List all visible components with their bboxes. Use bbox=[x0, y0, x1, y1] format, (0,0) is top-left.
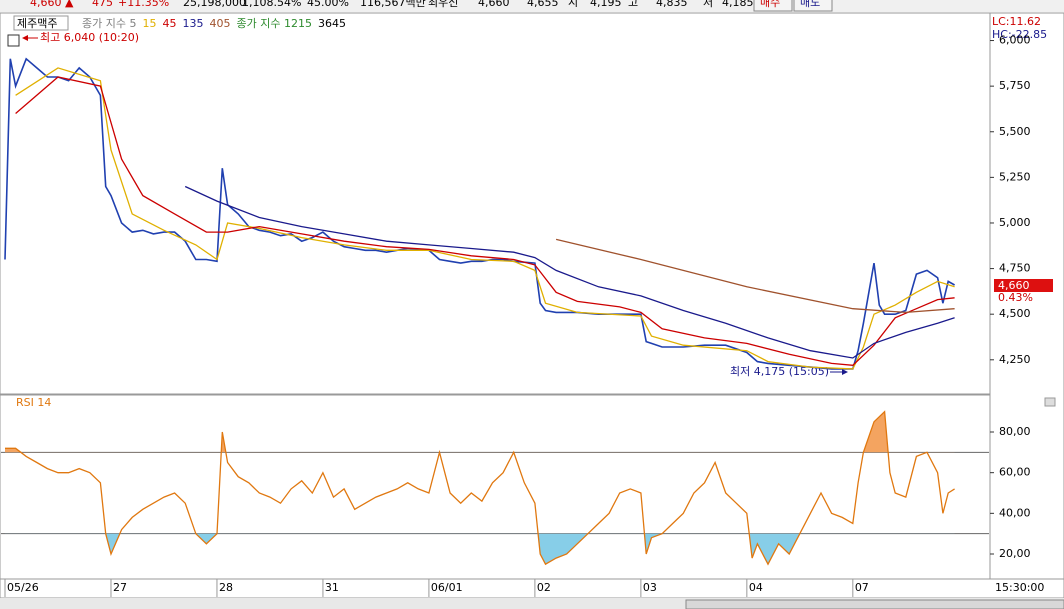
hc-label: HC:-22.85 bbox=[992, 28, 1047, 41]
x-tick-label: 28 bbox=[219, 581, 233, 594]
series-line bbox=[15, 76, 955, 366]
series-line bbox=[184, 185, 955, 359]
series-line bbox=[555, 238, 955, 314]
lc-label: LC:11.62 bbox=[992, 15, 1041, 28]
low-annotation: 최저 4,175 (15:05) bbox=[730, 365, 829, 378]
header-item: 1,108.54% bbox=[242, 0, 301, 9]
table-icon[interactable] bbox=[7, 34, 20, 47]
y-tick-label: 20,00 bbox=[999, 547, 1031, 560]
x-tick-label: 27 bbox=[113, 581, 127, 594]
y-tick-label: 80,00 bbox=[999, 425, 1031, 438]
header-item: 45.00% bbox=[307, 0, 349, 9]
header-item: +11.35% bbox=[118, 0, 169, 9]
header-item: 고 bbox=[628, 0, 638, 9]
y-tick-label: 4,750 bbox=[999, 262, 1031, 275]
header-button-label[interactable]: 매도 bbox=[800, 0, 820, 9]
y-tick-label: 6,000 bbox=[999, 34, 1031, 47]
x-tick-label: 02 bbox=[537, 581, 551, 594]
legend-entry: 3645 bbox=[318, 17, 346, 30]
header-button[interactable] bbox=[793, 0, 833, 12]
high-annotation: 최고 6,040 (10:20) bbox=[40, 31, 139, 44]
x-tick-label: 06/01 bbox=[431, 581, 463, 594]
change-pct: 0.43% bbox=[998, 291, 1033, 304]
x-tick-label: 05/26 bbox=[7, 581, 39, 594]
header-item: 시 bbox=[568, 0, 578, 9]
header-item: 저 bbox=[703, 0, 713, 9]
y-tick-label: 5,750 bbox=[999, 79, 1031, 92]
y-tick-label: 5,250 bbox=[999, 170, 1031, 183]
header-item: 4,185 bbox=[722, 0, 754, 9]
series-line bbox=[5, 410, 955, 566]
y-tick-label: 4,500 bbox=[999, 307, 1031, 320]
header-button-label[interactable]: 매수 bbox=[760, 0, 780, 9]
y-tick-label: 5,500 bbox=[999, 125, 1031, 138]
x-tick-label: 31 bbox=[325, 581, 339, 594]
header-item: 25,198,000 bbox=[183, 0, 246, 9]
price-panel bbox=[0, 12, 991, 395]
symbol-box[interactable] bbox=[13, 15, 69, 31]
header-item: 최우선 bbox=[428, 0, 458, 9]
plot-area bbox=[4, 57, 955, 370]
plot-area bbox=[1, 410, 989, 566]
header-item: 4,660 ▲ bbox=[30, 0, 74, 9]
y-axis-area bbox=[989, 12, 1064, 580]
legend-entry: 종가 지수 5 bbox=[82, 17, 136, 30]
rsi-title: RSI 14 bbox=[16, 396, 51, 409]
y-tick-label: 4,250 bbox=[999, 353, 1031, 366]
toolbar bbox=[0, 598, 1064, 609]
x-tick-label: 04 bbox=[749, 581, 763, 594]
legend-entry: 45 bbox=[162, 17, 176, 30]
header-button[interactable] bbox=[753, 0, 793, 12]
date-axis bbox=[0, 578, 1064, 599]
y-tick-label: 40,00 bbox=[999, 506, 1031, 519]
y-tick-label: 5,000 bbox=[999, 216, 1031, 229]
header-item: 4,655 bbox=[527, 0, 559, 9]
series-line bbox=[15, 67, 955, 370]
legend-entry: 15 bbox=[142, 17, 156, 30]
y-tick-label: 60,00 bbox=[999, 466, 1031, 479]
last-price-box bbox=[994, 279, 1053, 292]
header-item: 475 bbox=[92, 0, 113, 9]
low-arrow bbox=[842, 369, 848, 375]
x-end-label: 15:30:00 bbox=[995, 581, 1044, 594]
rsi-panel bbox=[0, 394, 991, 580]
last-price: 4,660 bbox=[998, 279, 1030, 292]
header-item: 4,835 bbox=[656, 0, 688, 9]
legend-entry: 405 bbox=[209, 17, 230, 30]
header-item: 116,567백만 bbox=[360, 0, 426, 9]
header-item: 4,195 bbox=[590, 0, 622, 9]
header-item: 4,660 bbox=[478, 0, 510, 9]
high-arrow bbox=[22, 35, 28, 41]
x-tick-label: 03 bbox=[643, 581, 657, 594]
scroll-button[interactable] bbox=[1044, 397, 1056, 407]
x-tick-label: 07 bbox=[855, 581, 869, 594]
toolbar-buttons[interactable] bbox=[685, 599, 1064, 609]
legend-entry: 135 bbox=[182, 17, 203, 30]
legend-entry: 종가 지수 1215 bbox=[236, 17, 311, 30]
symbol: 제주맥주 bbox=[17, 17, 57, 30]
